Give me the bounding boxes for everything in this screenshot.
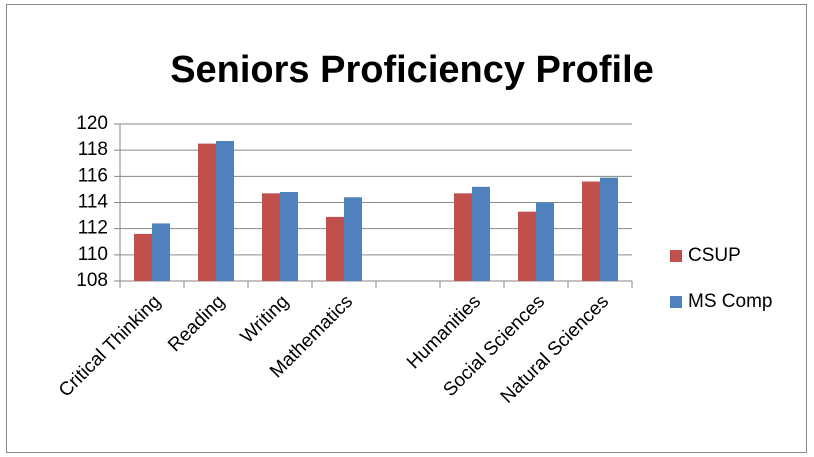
bar: [518, 211, 536, 281]
bar: [454, 193, 472, 281]
y-tick-label: 114: [78, 192, 109, 213]
legend-swatch: [670, 296, 682, 308]
chart-title: Seniors Proficiency Profile: [170, 49, 654, 91]
y-tick-label: 118: [78, 139, 108, 160]
bar: [280, 192, 298, 281]
y-tick-label: 116: [78, 165, 108, 186]
bar: [198, 143, 216, 281]
bar: [152, 223, 170, 281]
bar: [600, 177, 618, 281]
bar: [326, 216, 344, 281]
bar: [134, 233, 152, 281]
y-tick-label: 108: [76, 270, 108, 291]
legend-label: CSUP: [688, 245, 741, 266]
bar: [536, 202, 554, 281]
bar: [216, 141, 234, 281]
legend-swatch: [670, 250, 682, 262]
y-tick-label: 112: [78, 218, 108, 239]
bar: [582, 181, 600, 281]
y-tick-label: 110: [78, 244, 108, 265]
bar: [262, 193, 280, 281]
bar: [344, 197, 362, 281]
bar: [472, 186, 490, 281]
y-tick-label: 120: [76, 113, 108, 134]
legend-label: MS Comp: [688, 291, 772, 312]
